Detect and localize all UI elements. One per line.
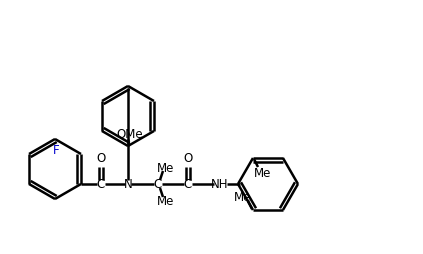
Text: Me: Me bbox=[157, 195, 175, 208]
Text: C: C bbox=[154, 178, 162, 191]
Text: N: N bbox=[124, 178, 132, 191]
Text: OMe: OMe bbox=[117, 127, 143, 140]
Text: C: C bbox=[184, 178, 192, 191]
Text: Me: Me bbox=[157, 161, 175, 174]
Text: C: C bbox=[97, 178, 105, 191]
Text: NH: NH bbox=[211, 178, 229, 191]
Text: O: O bbox=[96, 151, 106, 164]
Text: F: F bbox=[53, 144, 59, 157]
Text: O: O bbox=[183, 151, 192, 164]
Text: Me: Me bbox=[254, 166, 272, 179]
Text: Me: Me bbox=[234, 191, 252, 204]
